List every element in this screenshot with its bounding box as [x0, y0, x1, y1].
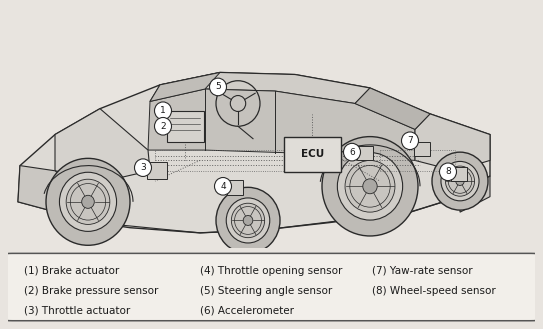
Circle shape — [81, 195, 94, 208]
Circle shape — [456, 177, 464, 186]
Circle shape — [155, 117, 172, 135]
Circle shape — [214, 178, 231, 195]
Polygon shape — [148, 89, 415, 161]
FancyBboxPatch shape — [167, 111, 204, 142]
Text: (2) Brake pressure sensor: (2) Brake pressure sensor — [24, 286, 159, 296]
Text: (1) Brake actuator: (1) Brake actuator — [24, 266, 119, 276]
Circle shape — [344, 143, 361, 161]
Polygon shape — [150, 72, 220, 101]
Polygon shape — [55, 109, 150, 181]
Text: 4: 4 — [220, 182, 226, 191]
Text: (8) Wheel-speed sensor: (8) Wheel-speed sensor — [371, 286, 495, 296]
Circle shape — [445, 166, 475, 196]
Text: 7: 7 — [407, 136, 413, 145]
FancyBboxPatch shape — [4, 253, 539, 321]
Circle shape — [230, 95, 245, 112]
Circle shape — [401, 132, 419, 150]
Text: (5) Steering angle sensor: (5) Steering angle sensor — [200, 286, 333, 296]
Text: 3: 3 — [140, 163, 146, 172]
Circle shape — [135, 159, 151, 176]
Circle shape — [439, 163, 457, 181]
Circle shape — [216, 187, 280, 254]
Text: 2: 2 — [160, 122, 166, 131]
Circle shape — [345, 161, 395, 212]
Text: 6: 6 — [349, 148, 355, 157]
Polygon shape — [18, 72, 490, 233]
FancyBboxPatch shape — [284, 137, 341, 172]
FancyBboxPatch shape — [414, 142, 430, 156]
Circle shape — [59, 172, 117, 231]
FancyBboxPatch shape — [357, 146, 373, 161]
Circle shape — [322, 137, 418, 236]
Circle shape — [243, 215, 253, 225]
Circle shape — [441, 162, 479, 201]
Text: 5: 5 — [215, 83, 221, 91]
Polygon shape — [150, 72, 370, 104]
FancyBboxPatch shape — [451, 166, 467, 181]
Text: (6) Accelerometer: (6) Accelerometer — [200, 306, 294, 316]
Text: (4) Throttle opening sensor: (4) Throttle opening sensor — [200, 266, 343, 276]
Text: (3) Throttle actuator: (3) Throttle actuator — [24, 306, 130, 316]
Polygon shape — [460, 176, 490, 212]
Circle shape — [432, 152, 488, 210]
Circle shape — [363, 179, 377, 194]
Text: 1: 1 — [160, 106, 166, 115]
Circle shape — [66, 179, 110, 224]
Text: 8: 8 — [445, 167, 451, 176]
Circle shape — [210, 78, 226, 96]
Circle shape — [337, 153, 403, 220]
Polygon shape — [355, 88, 430, 129]
Text: (7) Yaw-rate sensor: (7) Yaw-rate sensor — [371, 266, 472, 276]
Circle shape — [226, 198, 270, 243]
FancyBboxPatch shape — [147, 163, 167, 179]
Text: ECU: ECU — [301, 149, 324, 159]
Circle shape — [155, 102, 172, 119]
Polygon shape — [415, 114, 490, 171]
FancyBboxPatch shape — [227, 180, 243, 194]
Circle shape — [231, 203, 264, 238]
Circle shape — [46, 158, 130, 245]
Polygon shape — [18, 165, 95, 222]
